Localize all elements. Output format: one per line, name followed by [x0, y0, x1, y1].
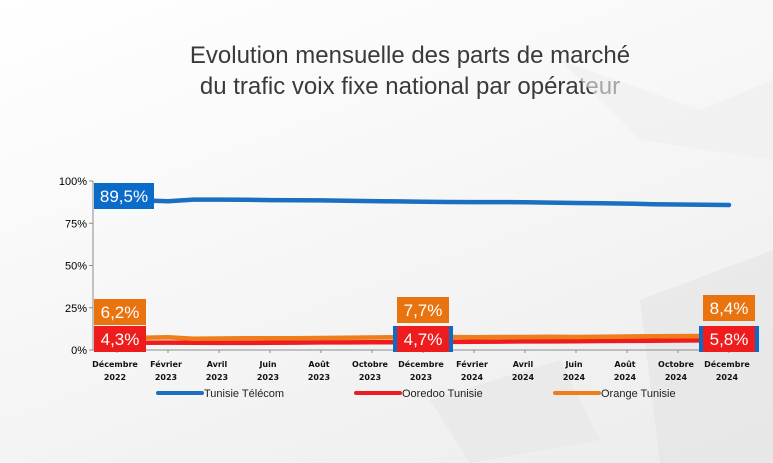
data-label-box	[397, 297, 449, 323]
data-label: 89,5%	[100, 187, 148, 206]
x-tick-label-year: 2023	[410, 373, 432, 382]
data-label-box	[703, 326, 755, 352]
x-tick-label-year: 2023	[206, 373, 228, 382]
x-tick-label-month: Avril	[513, 360, 534, 369]
x-tick-label-month: Décembre	[398, 359, 444, 369]
legend-label: Ooredoo Tunisie	[402, 388, 483, 400]
x-tick-label-month: Août	[614, 360, 635, 369]
x-tick-label-month: Août	[308, 360, 329, 369]
series-line-tunisie-t-l-com	[114, 196, 732, 208]
y-tick-label: 100%	[59, 176, 87, 188]
x-tick-label-year: 2023	[155, 373, 177, 382]
data-label: 6,2%	[101, 303, 140, 322]
x-tick-label-month: Octobre	[352, 360, 389, 369]
data-label: 4,7%	[404, 330, 443, 349]
data-label: 7,7%	[404, 301, 443, 320]
data-label: 8,4%	[710, 299, 749, 318]
x-tick-label-year: 2024	[716, 373, 739, 382]
x-tick-label-month: Juin	[564, 360, 582, 369]
data-label: 4,3%	[101, 330, 140, 349]
x-tick-label-month: Juin	[258, 360, 276, 369]
x-tick-label-year: 2024	[665, 373, 688, 382]
y-tick-label: 75%	[65, 218, 87, 230]
x-tick-label-month: Décembre	[92, 359, 138, 369]
y-tick-label: 50%	[65, 261, 87, 273]
x-tick-label-year: 2022	[104, 373, 126, 382]
x-tick-label-year: 2024	[614, 373, 637, 382]
x-tick-label-year: 2023	[257, 373, 279, 382]
x-tick-label-month: Décembre	[704, 359, 750, 369]
data-label-box	[703, 295, 755, 321]
chart-title: Evolution mensuelle des parts de marché …	[0, 40, 773, 102]
legend-label: Tunisie Télécom	[204, 388, 284, 400]
legend-label: Orange Tunisie	[601, 388, 676, 400]
x-tick-label-month: Février	[150, 359, 182, 369]
data-label-box	[94, 183, 154, 209]
x-tick-label-month: Avril	[207, 360, 228, 369]
x-tick-label-year: 2023	[359, 373, 381, 382]
x-tick-label-year: 2024	[563, 373, 586, 382]
data-label: 5,8%	[710, 330, 749, 349]
data-label-box	[94, 326, 146, 352]
chart-title-line-2: du trafic voix fixe national par opérate…	[199, 73, 621, 100]
x-tick-label-month: Octobre	[658, 360, 695, 369]
y-tick-label: 0%	[71, 345, 87, 357]
x-tick-label-month: Février	[456, 359, 488, 369]
data-label-box	[94, 299, 146, 325]
data-label-box	[397, 326, 449, 352]
y-tick-label: 25%	[65, 303, 87, 315]
x-tick-label-year: 2024	[461, 373, 484, 382]
x-tick-label-year: 2023	[308, 373, 330, 382]
x-tick-label-year: 2024	[512, 373, 535, 382]
chart-title-line-1: Evolution mensuelle des parts de marché	[189, 42, 631, 69]
